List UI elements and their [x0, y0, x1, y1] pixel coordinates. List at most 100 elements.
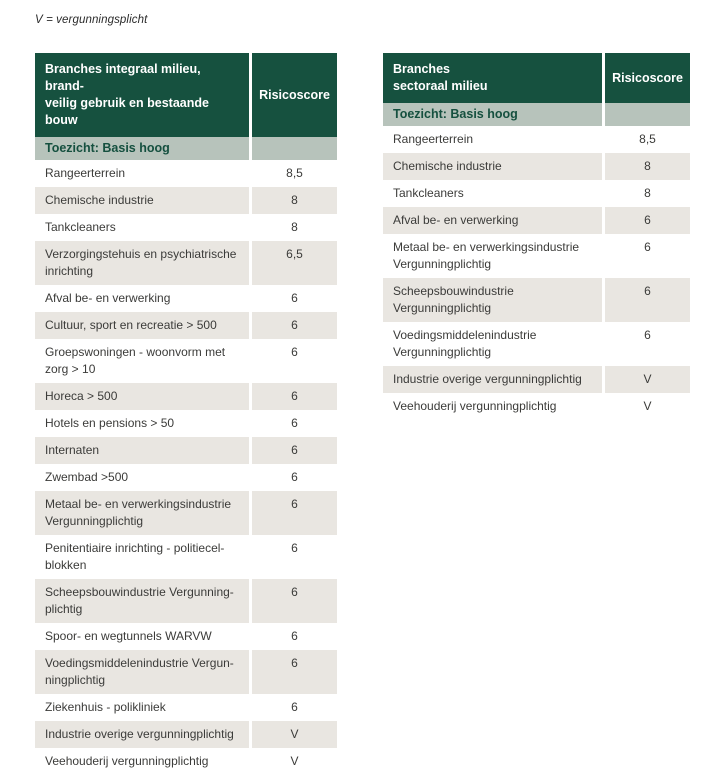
table-row: Penitentiaire inrichting - politiecel- b… — [35, 535, 337, 579]
branch-label: Tankcleaners — [45, 220, 116, 234]
risk-score-value: 6 — [249, 464, 337, 491]
supervision-level-score-cell — [249, 137, 337, 160]
risk-score-value: 8 — [249, 187, 337, 214]
supervision-level-label: Toezicht: Basis hoog — [45, 141, 170, 155]
table-row: Tankcleaners 8 — [383, 180, 690, 207]
branch-label: Metaal be- en verwerkingsindustrie Vergu… — [45, 497, 232, 528]
risk-table-sectoraal-milieu: Branches sectoraal milieu Risicoscore To… — [383, 53, 690, 420]
risk-score-value: 8,5 — [249, 160, 337, 187]
risk-score-value: 6 — [249, 383, 337, 410]
risk-score-value: 6 — [249, 410, 337, 437]
tables-container: Branches integraal milieu, brand- veilig… — [35, 53, 723, 775]
risk-score-value: 6 — [249, 339, 337, 383]
table-row: Voedingsmiddelenindustrie Vergun- ningpl… — [35, 650, 337, 694]
branch-label: Industrie overige vergunningplichtig — [45, 727, 234, 741]
risk-score-value: 8 — [602, 153, 690, 180]
risk-score-value: 6 — [249, 623, 337, 650]
branch-label: Rangeerterrein — [393, 132, 474, 146]
table-row: Internaten 6 — [35, 437, 337, 464]
branch-label: Verzorgingstehuis en psychiatrische inri… — [45, 247, 237, 278]
table-row: Rangeerterrein 8,5 — [383, 126, 690, 153]
risk-score-value: 6 — [602, 207, 690, 234]
branch-label: Scheepsbouwindustrie Vergunningplichtig — [393, 284, 514, 315]
branch-label: Afval be- en verwerking — [393, 213, 519, 227]
table-body: Rangeerterrein 8,5 Chemische industrie 8 Tan… — [35, 160, 337, 775]
table-row: Industrie overige vergunningplichtig V — [35, 721, 337, 748]
table-row: Veehouderij vergunningplichtig V — [383, 393, 690, 420]
branch-label: Penitentiaire inrichting - politiecel- b… — [45, 541, 225, 572]
legend-note: V = vergunningsplicht — [35, 14, 148, 26]
risk-score-value: 6 — [249, 579, 337, 623]
supervision-level-header: Toezicht: Basis hoog — [35, 137, 337, 160]
risk-score-value: V — [249, 748, 337, 775]
risk-score-value: 6 — [249, 285, 337, 312]
risk-score-value: 6 — [249, 437, 337, 464]
risk-score-value: V — [602, 393, 690, 420]
branch-label: Ziekenhuis - polikliniek — [45, 700, 166, 714]
table-header-row: Branches integraal milieu, brand- veilig… — [35, 53, 337, 137]
table-row: Groepswoningen - woonvorm met zorg > 10 6 — [35, 339, 337, 383]
branch-label: Rangeerterrein — [45, 166, 126, 180]
branch-label: Voedingsmiddelenindustrie Vergunningplic… — [393, 328, 537, 359]
branch-label: Hotels en pensions > 50 — [45, 416, 175, 430]
risk-score-value: V — [249, 721, 337, 748]
risk-score-value: 6 — [249, 535, 337, 579]
table-title: Branches sectoraal milieu — [393, 62, 488, 93]
risk-score-value: 6 — [249, 650, 337, 694]
table-row: Scheepsbouwindustrie Vergunningplichtig 6 — [383, 278, 690, 322]
branch-label: Spoor- en wegtunnels WARVW — [45, 629, 212, 643]
supervision-level-score-cell — [602, 103, 690, 126]
branch-label: Voedingsmiddelenindustrie Vergun- ningpl… — [45, 656, 234, 687]
branch-label: Scheepsbouwindustrie Vergunning- plichti… — [45, 585, 234, 616]
risk-score-value: 6 — [602, 234, 690, 278]
branch-label: Chemische industrie — [393, 159, 502, 173]
risk-score-value: 6 — [602, 278, 690, 322]
table-row: Afval be- en verwerking 6 — [383, 207, 690, 234]
table-row: Voedingsmiddelenindustrie Vergunningplic… — [383, 322, 690, 366]
risk-score-column-header: Risicoscore — [602, 53, 690, 103]
branch-label: Horeca > 500 — [45, 389, 118, 403]
table-row: Veehouderij vergunningplichtig V — [35, 748, 337, 775]
table-body: Rangeerterrein 8,5 Chemische industrie 8 Tan… — [383, 126, 690, 420]
risk-score-value: 6,5 — [249, 241, 337, 285]
risk-score-value: V — [602, 366, 690, 393]
branch-label: Industrie overige vergunningplichtig — [393, 372, 582, 386]
supervision-level-label: Toezicht: Basis hoog — [393, 107, 518, 121]
table-row: Chemische industrie 8 — [35, 187, 337, 214]
branch-label: Veehouderij vergunningplichtig — [45, 754, 209, 768]
branch-label: Cultuur, sport en recreatie > 500 — [45, 318, 217, 332]
table-row: Zwembad >500 6 — [35, 464, 337, 491]
branch-label: Metaal be- en verwerkingsindustrie Vergu… — [393, 240, 580, 271]
table-row: Rangeerterrein 8,5 — [35, 160, 337, 187]
branch-label: Zwembad >500 — [45, 470, 129, 484]
risk-score-value: 6 — [602, 322, 690, 366]
risk-score-value: 8 — [602, 180, 690, 207]
branch-label: Groepswoningen - woonvorm met zorg > 10 — [45, 345, 226, 376]
table-title: Branches integraal milieu, brand- veilig… — [45, 62, 209, 127]
branch-label: Chemische industrie — [45, 193, 154, 207]
table-row: Cultuur, sport en recreatie > 500 6 — [35, 312, 337, 339]
table-row: Ziekenhuis - polikliniek 6 — [35, 694, 337, 721]
branch-label: Veehouderij vergunningplichtig — [393, 399, 557, 413]
table-row: Industrie overige vergunningplichtig V — [383, 366, 690, 393]
table-row: Horeca > 500 6 — [35, 383, 337, 410]
table-row: Scheepsbouwindustrie Vergunning- plichti… — [35, 579, 337, 623]
risk-score-value: 6 — [249, 491, 337, 535]
table-row: Chemische industrie 8 — [383, 153, 690, 180]
branch-label: Tankcleaners — [393, 186, 464, 200]
risk-table-integraal-milieu: Branches integraal milieu, brand- veilig… — [35, 53, 337, 775]
table-row: Tankcleaners 8 — [35, 214, 337, 241]
table-row: Afval be- en verwerking 6 — [35, 285, 337, 312]
table-row: Verzorgingstehuis en psychiatrische inri… — [35, 241, 337, 285]
table-row: Metaal be- en verwerkingsindustrie Vergu… — [35, 491, 337, 535]
branch-label: Internaten — [45, 443, 100, 457]
risk-score-value: 6 — [249, 694, 337, 721]
risk-score-value: 8 — [249, 214, 337, 241]
supervision-level-header: Toezicht: Basis hoog — [383, 103, 690, 126]
table-row: Hotels en pensions > 50 6 — [35, 410, 337, 437]
branch-label: Afval be- en verwerking — [45, 291, 171, 305]
risk-score-value: 6 — [249, 312, 337, 339]
table-header-row: Branches sectoraal milieu Risicoscore — [383, 53, 690, 103]
table-row: Spoor- en wegtunnels WARVW 6 — [35, 623, 337, 650]
